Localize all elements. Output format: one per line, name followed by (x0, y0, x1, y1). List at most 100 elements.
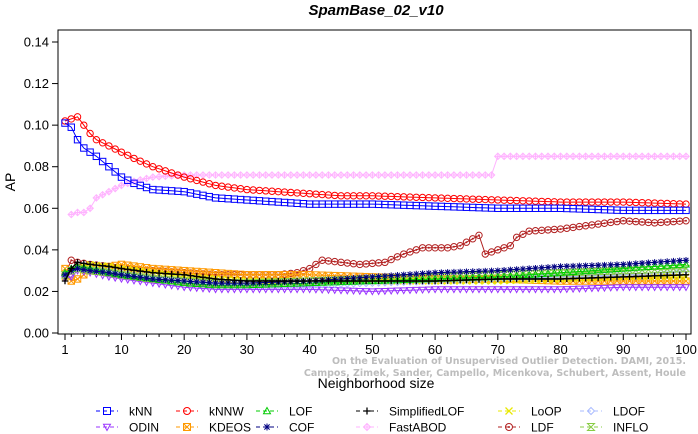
data-point (663, 284, 672, 292)
legend: kNN kNNW LOF SimplifiedLOF LoOP LDOF ODIN KDEOS… (96, 405, 648, 434)
data-point-inner (155, 173, 163, 180)
data-point (130, 267, 138, 274)
data-point-inner (287, 271, 295, 279)
legend-item-odin: ODIN (96, 421, 159, 434)
plot-frame (57, 29, 692, 335)
data-point (494, 267, 502, 274)
data-point (418, 286, 427, 294)
data-point (293, 286, 302, 294)
data-point (93, 261, 100, 269)
data-point (86, 129, 94, 138)
data-point (105, 142, 113, 150)
x-tick-label: 1 (61, 342, 68, 357)
data-point-center (565, 227, 568, 230)
data-point (118, 271, 125, 278)
data-point (500, 267, 508, 274)
series-knn (61, 119, 690, 215)
data-point-center (628, 220, 631, 223)
data-point (669, 284, 678, 292)
data-point-inner (237, 270, 245, 278)
data-point-inner (183, 423, 191, 431)
data-point (130, 273, 138, 280)
data-point (155, 165, 163, 173)
data-point (594, 262, 602, 269)
data-point-center (547, 228, 549, 231)
data-point-center (333, 260, 336, 263)
data-point-center (371, 262, 374, 265)
data-point (450, 277, 458, 284)
data-point (543, 286, 553, 294)
data-point-inner (205, 268, 213, 276)
data-point (206, 279, 213, 286)
data-point (136, 157, 144, 165)
data-point (431, 286, 440, 294)
x-tick-label: 50 (365, 342, 379, 357)
data-point (581, 285, 590, 293)
y-axis: 0.00 0.02 0.04 0.06 0.08 0.10 0.12 0.14 (24, 35, 58, 341)
data-point (512, 286, 521, 294)
data-point-inner (74, 209, 81, 216)
data-point-inner (118, 182, 125, 189)
data-point (462, 238, 471, 246)
data-point-inner (243, 171, 251, 179)
data-point-center (440, 246, 443, 249)
legend-item-simplifiedlof: SimplifiedLOF (356, 405, 464, 419)
data-point (243, 277, 251, 285)
data-point-inner (274, 271, 282, 279)
data-point-center (208, 273, 211, 276)
data-point (187, 272, 194, 279)
data-point (544, 264, 552, 271)
data-point (601, 274, 608, 281)
data-point (569, 262, 577, 270)
data-point (99, 262, 106, 269)
data-point-inner (400, 171, 407, 179)
data-point-center (659, 221, 662, 224)
data-point (651, 259, 658, 266)
data-point-inner (262, 271, 270, 279)
data-point (155, 269, 163, 277)
data-point (350, 277, 357, 285)
data-point-inner (632, 153, 640, 160)
data-point-inner (212, 171, 219, 179)
data-point (468, 286, 477, 294)
data-point-inner (168, 266, 176, 274)
data-point (362, 277, 370, 285)
data-point (569, 275, 577, 282)
data-point-inner (525, 153, 533, 160)
data-point-inner (344, 171, 351, 179)
data-point (563, 275, 571, 282)
data-point (105, 263, 113, 270)
data-point-center (609, 221, 612, 224)
data-point-center (484, 253, 487, 256)
data-point (218, 279, 226, 287)
data-point (249, 281, 258, 290)
data-point (255, 286, 264, 294)
data-point (318, 277, 326, 285)
data-point-center (434, 246, 437, 249)
data-point (663, 261, 672, 269)
data-point (155, 276, 163, 283)
legend-item-kdeos: KDEOS (176, 421, 251, 434)
data-point-center (409, 250, 411, 253)
data-point (68, 265, 75, 272)
data-point-center (346, 262, 349, 265)
data-point (293, 277, 301, 285)
data-point (500, 286, 509, 294)
data-point (481, 250, 489, 258)
data-point (98, 157, 107, 166)
data-point (362, 288, 371, 296)
data-point (625, 284, 634, 292)
data-point-inner (601, 153, 608, 160)
data-point (513, 275, 520, 283)
y-axis-title: AP (2, 173, 18, 192)
data-point (462, 286, 471, 294)
data-point (380, 287, 389, 296)
data-point-inner (300, 171, 307, 179)
data-point-inner (331, 171, 338, 179)
data-point (168, 270, 175, 278)
data-point (626, 260, 633, 268)
legend-label: FastABOD (389, 421, 447, 434)
data-point (506, 286, 515, 294)
data-point (681, 260, 691, 268)
data-point (651, 272, 658, 280)
